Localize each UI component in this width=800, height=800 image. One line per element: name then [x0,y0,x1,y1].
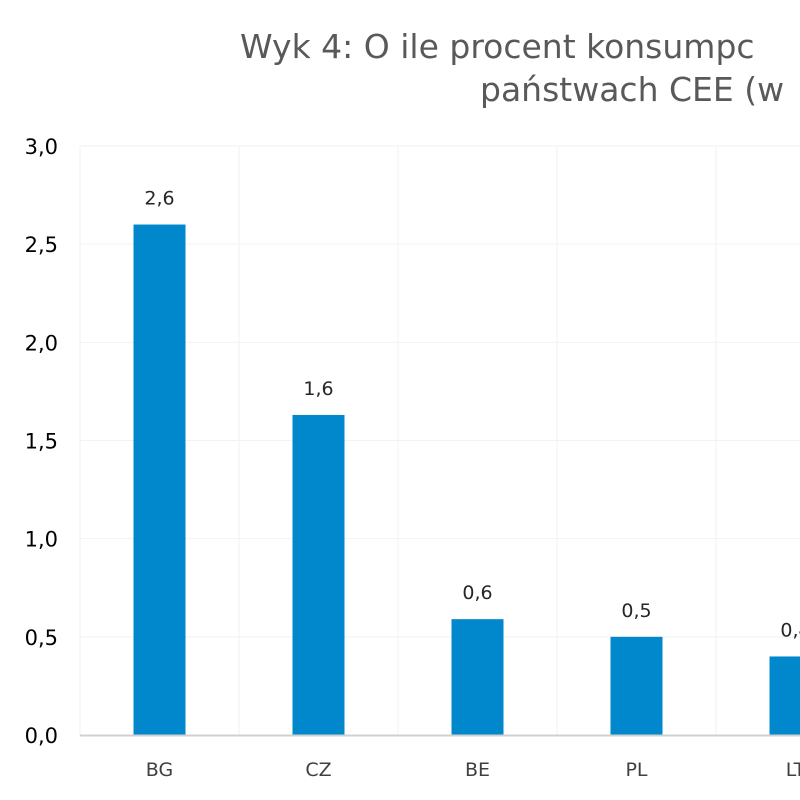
bar-CZ [292,414,345,735]
data-label: 2,6 [144,188,174,210]
y-tick-label: 1,0 [25,528,58,552]
y-tick-label: 0,0 [25,724,58,748]
bar-LT [769,656,800,735]
bar-BE [451,619,504,735]
y-tick-label: 3,0 [25,135,58,159]
data-label: 0,6 [462,582,492,604]
bar-BG [133,224,186,736]
chart-title-line-2: państwach CEE (w [480,70,784,109]
x-category-label: BG [146,759,173,781]
x-category-label: BE [465,759,490,781]
x-category-label: LT [786,759,800,781]
y-tick-label: 0,5 [25,626,58,650]
y-tick-label: 2,5 [25,233,58,257]
y-tick-label: 1,5 [25,430,58,454]
y-tick-label: 2,0 [25,331,58,355]
data-label: 0,5 [621,600,651,622]
chart-title-line-1: Wyk 4: O ile procent konsumpc [240,27,755,66]
x-category-label: CZ [305,759,331,781]
x-category-label: PL [625,759,647,781]
data-label: 1,6 [303,378,333,400]
bar-PL [610,636,663,735]
data-label: 0,4 [780,619,800,641]
